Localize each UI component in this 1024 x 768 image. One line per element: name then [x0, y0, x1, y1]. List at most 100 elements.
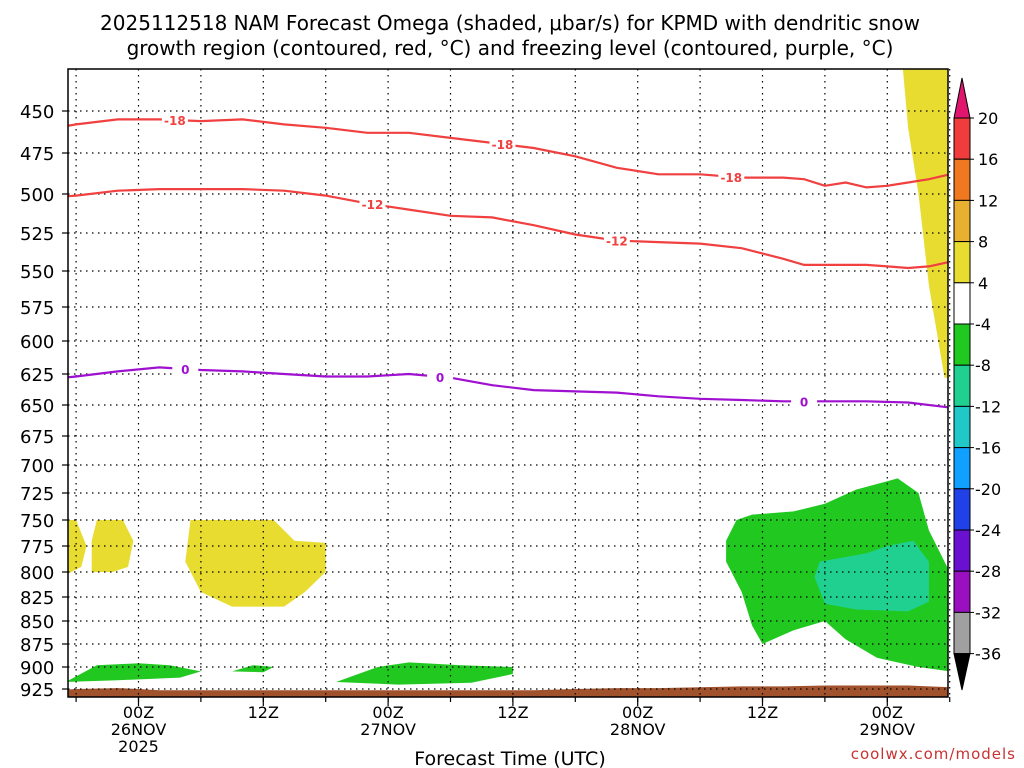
x-tick-label-6-0: 00Z: [872, 703, 903, 722]
y-tick-label-475: 475: [20, 144, 54, 165]
contour-label-bg-2-0: [172, 362, 199, 377]
omega-region-1: [68, 520, 87, 574]
x-tick-label-6-1: 29NOV: [860, 720, 916, 739]
y-axis: 450 475 500 525 550 575 600 625 650 675 700 725 750 7…: [20, 102, 68, 701]
contour-label-bg-1-0: [359, 197, 386, 212]
omega-region-7: [232, 665, 274, 673]
chart-title-line1: 2025112518 NAM Forecast Omega (shaded, μ…: [100, 11, 920, 35]
colorbar-label-3: 8: [978, 233, 988, 252]
terrain-fill: [68, 685, 948, 697]
y-tick-label-600: 600: [20, 332, 54, 353]
contour-0: [68, 118, 948, 189]
y-tick-label-900: 900: [20, 658, 54, 679]
colorbar-label-6: -8: [975, 356, 991, 375]
colorbar-top-arrow: [953, 77, 971, 119]
x-tick-label-2-0: 00Z: [372, 703, 403, 722]
omega-region-3: [185, 520, 326, 607]
colorbar-label-4: 4: [978, 274, 988, 293]
colorbar-label-13: -36: [975, 645, 1001, 664]
y-tick-label-850: 850: [20, 612, 54, 633]
colorbar-label-10: -24: [975, 521, 1001, 540]
omega-region-8: [336, 662, 513, 685]
grid-lines: [68, 69, 951, 697]
colorbar-box-1: [953, 158, 971, 201]
y-tick-label-750: 750: [20, 511, 54, 532]
omega-shading-layer: [68, 69, 948, 685]
x-tick-label-3-0: 12Z: [497, 703, 528, 722]
x-tick-label-4-0: 00Z: [622, 703, 653, 722]
x-tick-label-0-2: 2025: [118, 737, 159, 756]
colorbar-box-4: [953, 282, 971, 325]
colorbar-label-11: -28: [975, 562, 1001, 581]
colorbar-label-0: 20: [978, 109, 998, 128]
colorbar-box-11: [953, 570, 971, 613]
x-tick-label-1-0: 12Z: [248, 703, 279, 722]
colorbar-box-10: [953, 529, 971, 572]
omega-region-5: [814, 540, 929, 612]
y-tick-label-575: 575: [20, 298, 54, 319]
omega-region-0: [902, 69, 948, 378]
contour-label-0-0: -18: [164, 114, 186, 128]
contour-label-1-1: -12: [606, 235, 628, 249]
terrain-layer: [68, 685, 948, 697]
y-tick-label-650: 650: [20, 396, 54, 417]
y-tick-label-450: 450: [20, 102, 54, 123]
contour-label-bg-0-0: [161, 113, 188, 128]
colorbar-box-2: [953, 199, 971, 243]
y-tick-label-550: 550: [20, 262, 54, 283]
contour-label-2-1: 0: [436, 371, 444, 385]
y-tick-label-675: 675: [20, 427, 54, 448]
y-tick-label-825: 825: [20, 588, 54, 609]
contour-lines: -18 -18 -18 -12 -12 0 0 0: [68, 113, 948, 409]
x-tick-label-2-1: 27NOV: [360, 720, 416, 739]
contour-label-bg-1-1: [603, 233, 630, 248]
colorbar-label-12: -32: [975, 603, 1001, 622]
x-tick-label-5-0: 12Z: [747, 703, 778, 722]
y-tick-label-700: 700: [20, 456, 54, 477]
x-tick-label-0-1: 26NOV: [111, 720, 167, 739]
x-tick-label-4-1: 28NOV: [610, 720, 666, 739]
x-axis-label: Forecast Time (UTC): [414, 748, 605, 768]
colorbar-box-12: [953, 611, 971, 655]
y-tick-label-525: 525: [20, 224, 54, 245]
contour-label-0-1: -18: [492, 138, 514, 152]
plot-frame: [67, 68, 949, 698]
contour-1: [68, 188, 948, 270]
colorbar-box-3: [953, 241, 971, 284]
y-tick-label-925: 925: [20, 680, 54, 701]
contour-label-bg-2-1: [427, 369, 454, 384]
x-tick-label-0-0: 00Z: [123, 703, 154, 722]
colorbar: 20 16 12 8 4 -4 -8 -12 -16 -20 -24 -28 -32 -36: [953, 77, 1001, 691]
y-tick-label-500: 500: [20, 185, 54, 206]
y-tick-label-725: 725: [20, 484, 54, 505]
omega-region-6: [68, 663, 201, 682]
colorbar-label-7: -12: [975, 397, 1001, 416]
colorbar-box-6: [953, 364, 971, 407]
colorbar-box-0: [953, 117, 971, 160]
y-tick-label-875: 875: [20, 635, 54, 656]
credit-text: coolwx.com/models: [851, 745, 1016, 763]
colorbar-bottom-arrow: [953, 653, 971, 691]
omega-region-2: [91, 520, 134, 572]
colorbar-label-2: 12: [978, 191, 998, 210]
contour-label-bg-0-2: [718, 169, 745, 184]
contour-label-2-2: 0: [800, 395, 808, 409]
colorbar-box-7: [953, 405, 971, 449]
colorbar-label-9: -20: [975, 480, 1001, 499]
colorbar-box-8: [953, 447, 971, 490]
colorbar-label-5: -4: [975, 315, 991, 334]
contour-label-2-0: 0: [181, 363, 189, 377]
colorbar-label-8: -16: [975, 439, 1001, 458]
contour-label-bg-2-2: [791, 394, 818, 409]
y-tick-label-625: 625: [20, 365, 54, 386]
contour-label-1-0: -12: [362, 198, 384, 212]
colorbar-label-1: 16: [978, 150, 998, 169]
y-tick-label-775: 775: [20, 537, 54, 558]
colorbar-box-5: [953, 323, 971, 366]
chart-title-line2: growth region (contoured, red, °C) and f…: [127, 36, 894, 60]
y-tick-label-800: 800: [20, 563, 54, 584]
contour-label-bg-0-1: [489, 137, 516, 152]
contour-label-0-2: -18: [720, 171, 742, 185]
